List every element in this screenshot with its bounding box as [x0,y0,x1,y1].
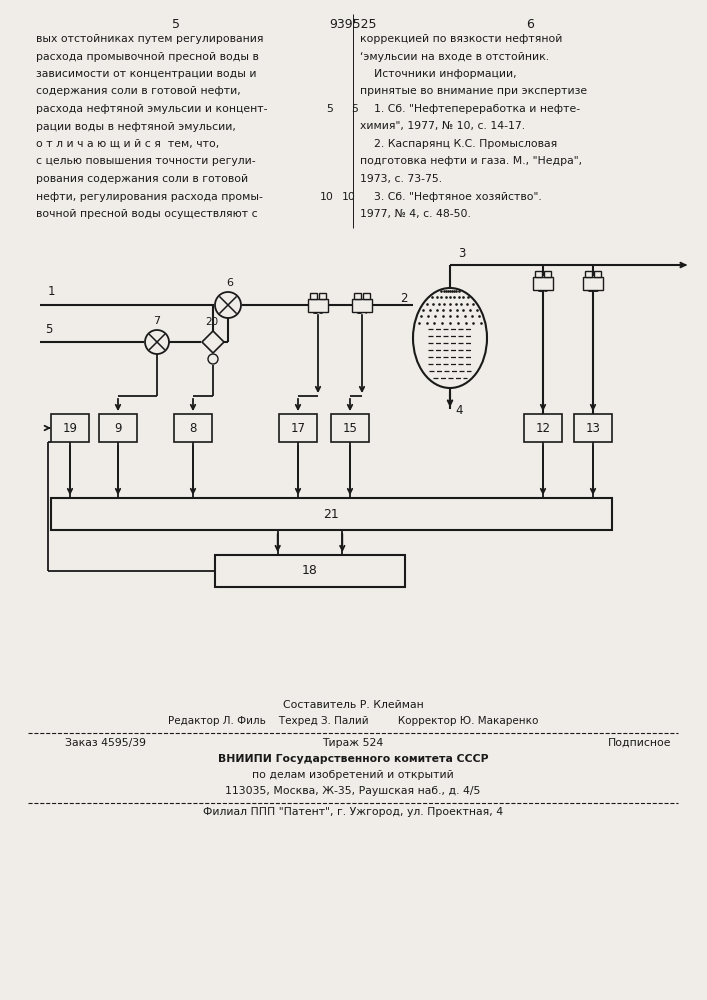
Text: 1973, с. 73-75.: 1973, с. 73-75. [360,174,442,184]
Text: расхода нефтяной эмульсии и концент-: расхода нефтяной эмульсии и концент- [36,104,267,114]
Text: 9: 9 [115,422,122,434]
Text: 4: 4 [455,404,462,417]
Bar [533,276,553,290]
Text: 2. Каспарянц К.С. Промысловая: 2. Каспарянц К.С. Промысловая [360,139,557,149]
Bar [583,276,603,290]
Bar [363,292,370,298]
Bar [310,292,317,298]
Text: 21: 21 [324,508,339,520]
Text: с целью повышения точности регули-: с целью повышения точности регули- [36,156,256,166]
Text: 939525: 939525 [329,18,377,31]
Bar [51,414,89,442]
Text: 5: 5 [351,104,358,114]
Text: рования содержания соли в готовой: рования содержания соли в готовой [36,174,248,184]
Text: 1977, № 4, с. 48-50.: 1977, № 4, с. 48-50. [360,209,471,219]
Text: 13: 13 [585,422,600,434]
Text: 1. Сб. "Нефтепереработка и нефте-: 1. Сб. "Нефтепереработка и нефте- [360,104,580,114]
Text: подготовка нефти и газа. М., "Недра",: подготовка нефти и газа. М., "Недра", [360,156,582,166]
Bar [535,270,542,276]
Circle shape [145,330,169,354]
Text: 5: 5 [327,104,334,114]
Bar [99,414,137,442]
Text: 2: 2 [400,292,408,305]
Text: расхода промывочной пресной воды в: расхода промывочной пресной воды в [36,51,259,62]
Text: ‘эмульсии на входе в отстойник.: ‘эмульсии на входе в отстойник. [360,51,549,62]
Text: Тираж 524: Тираж 524 [322,738,384,748]
Text: ВНИИПИ Государственного комитета СССР: ВНИИПИ Государственного комитета СССР [218,754,489,764]
Text: Редактор Л. Филь    Техред З. Палий         Корректор Ю. Макаренко: Редактор Л. Филь Техред З. Палий Коррект… [168,716,538,726]
Text: 18: 18 [302,564,318,578]
Text: зависимости от концентрации воды и: зависимости от концентрации воды и [36,69,257,79]
Bar [544,270,551,276]
Bar [174,414,212,442]
Text: коррекцией по вязкости нефтяной: коррекцией по вязкости нефтяной [360,34,562,44]
Text: 6: 6 [526,18,534,31]
Bar [279,414,317,442]
Bar [524,414,562,442]
Bar [308,298,328,312]
Bar [331,414,369,442]
Text: 15: 15 [343,422,358,434]
Text: 19: 19 [62,422,78,434]
Circle shape [215,292,241,318]
Text: нефти, регулирования расхода промы-: нефти, регулирования расхода промы- [36,192,263,202]
Bar [585,270,592,276]
Text: 16: 16 [311,306,325,316]
Text: 10: 10 [537,284,549,294]
Ellipse shape [413,288,487,388]
Text: рации воды в нефтяной эмульсии,: рации воды в нефтяной эмульсии, [36,121,236,131]
Text: Подписное: Подписное [608,738,672,748]
Bar [215,555,405,587]
Text: вых отстойниках путем регулирования: вых отстойниках путем регулирования [36,34,264,44]
Bar [51,498,612,530]
Text: Заказ 4595/39: Заказ 4595/39 [65,738,146,748]
Bar [594,270,601,276]
Text: 3: 3 [458,247,465,260]
Text: 10: 10 [320,192,334,202]
Text: вочной пресной воды осуществляют с: вочной пресной воды осуществляют с [36,209,257,219]
Text: 7: 7 [153,316,160,326]
Text: 5: 5 [45,323,52,336]
Text: 3. Сб. "Нефтяное хозяйство".: 3. Сб. "Нефтяное хозяйство". [360,192,542,202]
Text: содержания соли в готовой нефти,: содержания соли в готовой нефти, [36,87,241,97]
Bar [354,292,361,298]
Circle shape [208,354,218,364]
Bar [319,292,326,298]
Text: по делам изобретений и открытий: по делам изобретений и открытий [252,770,454,780]
Text: Источники информации,: Источники информации, [360,69,517,79]
Text: 20: 20 [206,317,218,327]
Text: принятые во внимание при экспертизе: принятые во внимание при экспертизе [360,87,587,97]
Text: 12: 12 [535,422,551,434]
Text: 113035, Москва, Ж-35, Раушская наб., д. 4/5: 113035, Москва, Ж-35, Раушская наб., д. … [226,786,481,796]
Text: Филиал ППП "Патент", г. Ужгород, ул. Проектная, 4: Филиал ППП "Патент", г. Ужгород, ул. Про… [203,807,503,817]
Bar [574,414,612,442]
Text: 11: 11 [586,284,600,294]
Text: 14: 14 [356,306,368,316]
Text: 5: 5 [172,18,180,31]
Text: 6: 6 [226,278,233,288]
Text: 10: 10 [342,192,356,202]
Text: Составитель Р. Клейман: Составитель Р. Клейман [283,700,423,710]
Text: 1: 1 [48,285,56,298]
Text: 8: 8 [189,422,197,434]
Bar [352,298,372,312]
Text: 17: 17 [291,422,305,434]
Text: химия", 1977, № 10, с. 14-17.: химия", 1977, № 10, с. 14-17. [360,121,525,131]
Text: о т л и ч а ю щ и й с я  тем, что,: о т л и ч а ю щ и й с я тем, что, [36,139,219,149]
